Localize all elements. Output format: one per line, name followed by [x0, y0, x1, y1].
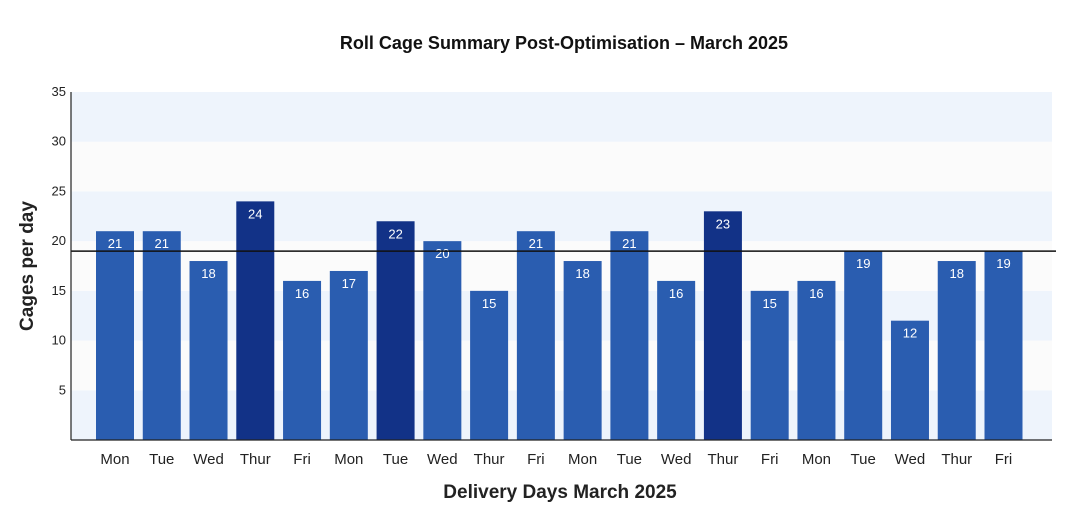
x-tick-label: Fri: [527, 451, 545, 468]
y-axis-ticks: 5 10 15 20 25 30 35: [52, 84, 66, 397]
bar-value-label: 23: [716, 216, 730, 231]
x-tick-label: Fri: [995, 451, 1013, 468]
x-tick-label: Tue: [383, 451, 408, 468]
grid-band: [71, 191, 1052, 242]
bar-value-label: 16: [295, 286, 309, 301]
bar: [984, 251, 1023, 440]
bar-value-label: 18: [575, 266, 589, 281]
x-tick-label: Tue: [149, 451, 174, 468]
grid-band: [71, 340, 1052, 391]
x-tick-label: Thur: [707, 451, 738, 468]
y-tick-label: 10: [52, 333, 66, 348]
x-tick-label: Fri: [761, 451, 779, 468]
bar: [283, 280, 322, 440]
x-axis-title: Delivery Days March 2025: [443, 482, 677, 503]
y-tick-label: 25: [52, 183, 66, 198]
bar: [610, 231, 649, 440]
chart-title: Roll Cage Summary Post-Optimisation – Ma…: [340, 33, 788, 53]
grid-band: [71, 241, 1052, 291]
y-tick-label: 30: [52, 134, 66, 149]
bar: [236, 201, 275, 440]
bar: [890, 320, 929, 440]
bar-value-label: 17: [342, 276, 356, 291]
x-tick-label: Thur: [474, 451, 505, 468]
grid-bands: [71, 92, 1052, 440]
bar: [96, 231, 134, 440]
x-axis-ticks: Mon Tue Wed Thur Fri Mon Tue Wed Thur Fri Mon Tue We…: [100, 451, 1012, 468]
bar-value-label: 21: [155, 236, 169, 251]
bar-value-label: 15: [482, 296, 496, 311]
x-tick-label: Mon: [568, 451, 597, 468]
x-tick-label: Wed: [895, 451, 926, 468]
bars: 21 21 18 24 16 17 22 20 15 21 18 21 16 23 15 16 19 12 18 19: [96, 201, 1023, 440]
bar-value-label: 20: [435, 246, 449, 261]
bar-value-label: 19: [996, 256, 1010, 271]
bar-value-label: 21: [622, 236, 636, 251]
bar: [376, 221, 415, 440]
grid-band: [71, 390, 1052, 440]
bar-value-label: 18: [950, 266, 964, 281]
bar: [844, 251, 883, 440]
bar: [937, 261, 976, 440]
bar: [563, 261, 602, 440]
x-tick-label: Wed: [661, 451, 692, 468]
bar: [516, 231, 555, 440]
bar: [797, 280, 836, 440]
bar-value-label: 19: [856, 256, 870, 271]
bar-value-label: 18: [201, 266, 215, 281]
bar: [470, 290, 509, 440]
bar-value-label: 21: [108, 236, 122, 251]
bar: [423, 241, 462, 440]
x-tick-label: Mon: [100, 451, 129, 468]
grid-band: [71, 92, 1052, 142]
x-tick-label: Thur: [240, 451, 271, 468]
bar-value-label: 16: [669, 286, 683, 301]
y-tick-label: 20: [52, 233, 66, 248]
x-tick-label: Tue: [851, 451, 876, 468]
bar: [142, 231, 181, 440]
y-tick-label: 5: [59, 382, 66, 397]
x-tick-label: Fri: [293, 451, 311, 468]
y-tick-label: 35: [52, 84, 66, 99]
bar: [750, 290, 789, 440]
x-tick-label: Wed: [427, 451, 458, 468]
bar-value-label: 22: [388, 226, 402, 241]
bar: [657, 280, 696, 440]
y-tick-label: 15: [52, 283, 66, 298]
x-tick-label: Mon: [802, 451, 831, 468]
x-tick-label: Tue: [617, 451, 642, 468]
x-tick-label: Wed: [193, 451, 224, 468]
bar-value-label: 21: [529, 236, 543, 251]
bar-value-label: 15: [762, 296, 776, 311]
x-tick-label: Thur: [941, 451, 972, 468]
bar-value-label: 12: [903, 326, 917, 341]
grid-band: [71, 290, 1052, 341]
y-axis-title: Cages per day: [17, 201, 38, 331]
x-tick-label: Mon: [334, 451, 363, 468]
bar-value-label: 24: [248, 206, 262, 221]
bar: [189, 261, 228, 440]
bar-value-label: 16: [809, 286, 823, 301]
grid-band: [71, 141, 1052, 192]
bar: [703, 211, 742, 440]
bar: [329, 270, 368, 440]
